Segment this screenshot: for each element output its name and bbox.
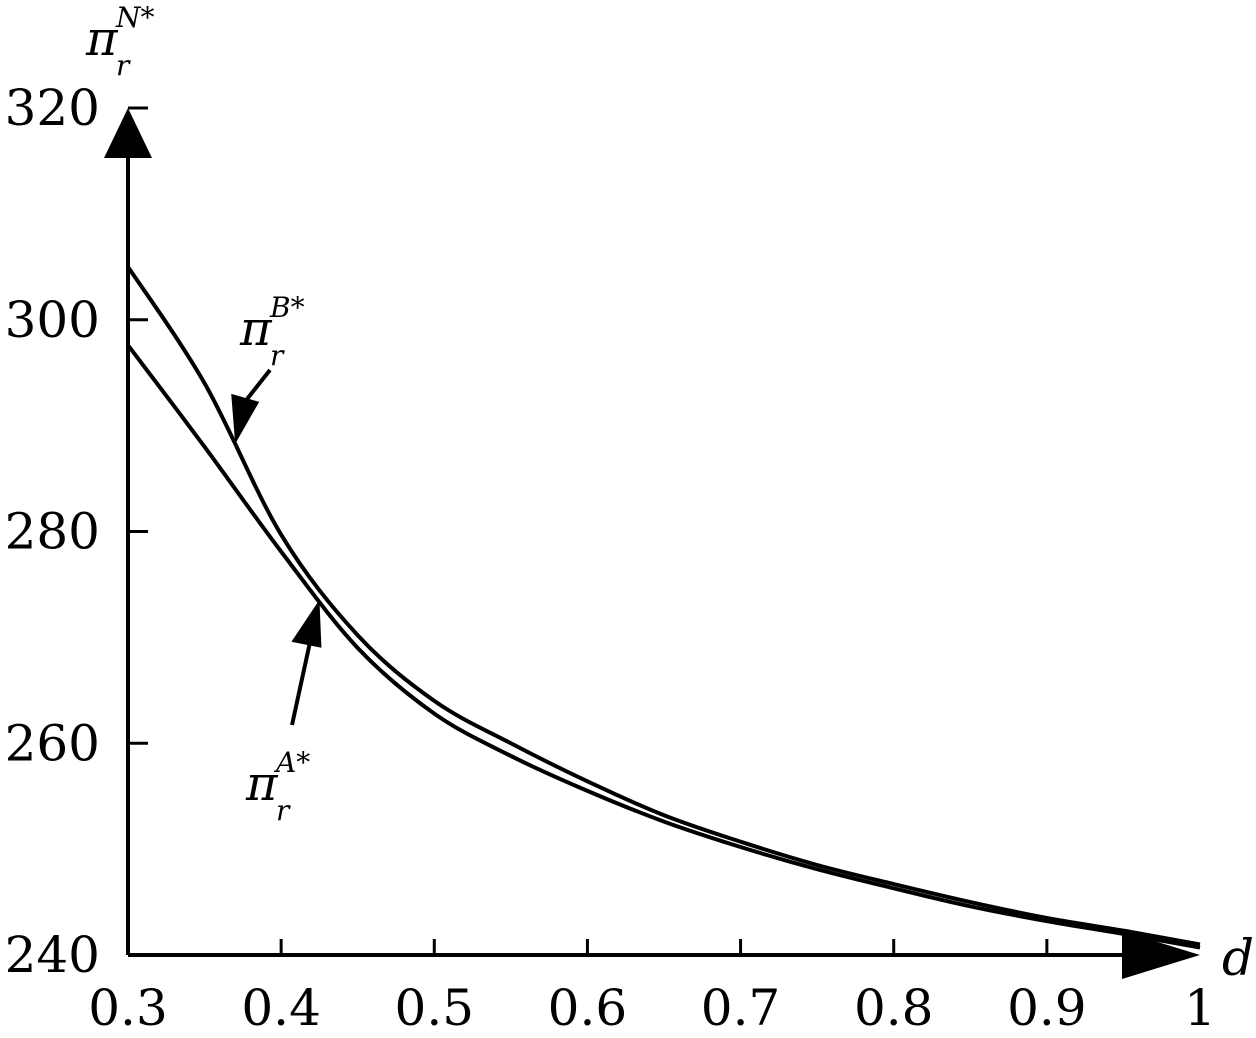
series-line-a xyxy=(126,343,1201,950)
y-tick-label: 320 xyxy=(5,79,100,137)
y-tick-label: 240 xyxy=(5,926,100,984)
x-tick-label: 0.8 xyxy=(854,979,934,1037)
x-axis-arrow xyxy=(1122,931,1200,979)
series-label-b-subscript: r xyxy=(270,339,285,372)
series-label-a-superscript: A* xyxy=(273,746,310,779)
y-tick-label: 260 xyxy=(5,714,100,772)
y-axis-label-superscript: N* xyxy=(115,1,155,34)
axes xyxy=(104,108,1200,979)
y-axis-label: πr N* xyxy=(85,1,155,82)
x-tick-label: 0.3 xyxy=(88,979,168,1037)
x-tick-label: 0.5 xyxy=(395,979,475,1037)
series-label-b: πr B* xyxy=(239,291,305,372)
x-axis-label: d xyxy=(1222,929,1254,987)
y-axis-arrow xyxy=(104,108,152,158)
x-tick-label: 0.7 xyxy=(701,979,781,1037)
x-tick-label: 0.9 xyxy=(1007,979,1087,1037)
y-tick-label: 300 xyxy=(5,291,100,349)
annotation-arrow-b-head xyxy=(231,393,260,444)
series-label-a-subscript: r xyxy=(276,794,291,827)
tick-labels: 0.3 0.4 0.5 0.6 0.7 0.8 0.9 1240260280300320πrN… xyxy=(5,1,1254,1037)
series-line-b xyxy=(126,265,1201,947)
series-annotations: πrB*πrA* xyxy=(231,291,322,827)
series-label-b-superscript: B* xyxy=(269,291,305,324)
series-label-b-symbol: π xyxy=(239,301,273,357)
annotation-arrow-a-line xyxy=(290,644,312,726)
series-label-a: πr A* xyxy=(245,746,310,827)
y-axis-label-subscript: r xyxy=(116,49,131,82)
series-lines xyxy=(126,265,1201,950)
y-axis-label-symbol: π xyxy=(85,11,119,67)
annotation-arrow-b-line xyxy=(245,368,272,401)
x-tick-label: 0.6 xyxy=(548,979,628,1037)
y-tick-label: 280 xyxy=(5,503,100,561)
series-label-a-symbol: π xyxy=(245,756,279,812)
x-tick-label: 0.4 xyxy=(241,979,321,1037)
annotation-arrow-a-head xyxy=(291,599,322,648)
tick-marks xyxy=(128,106,1049,955)
x-tick-label: 1 xyxy=(1184,979,1216,1037)
